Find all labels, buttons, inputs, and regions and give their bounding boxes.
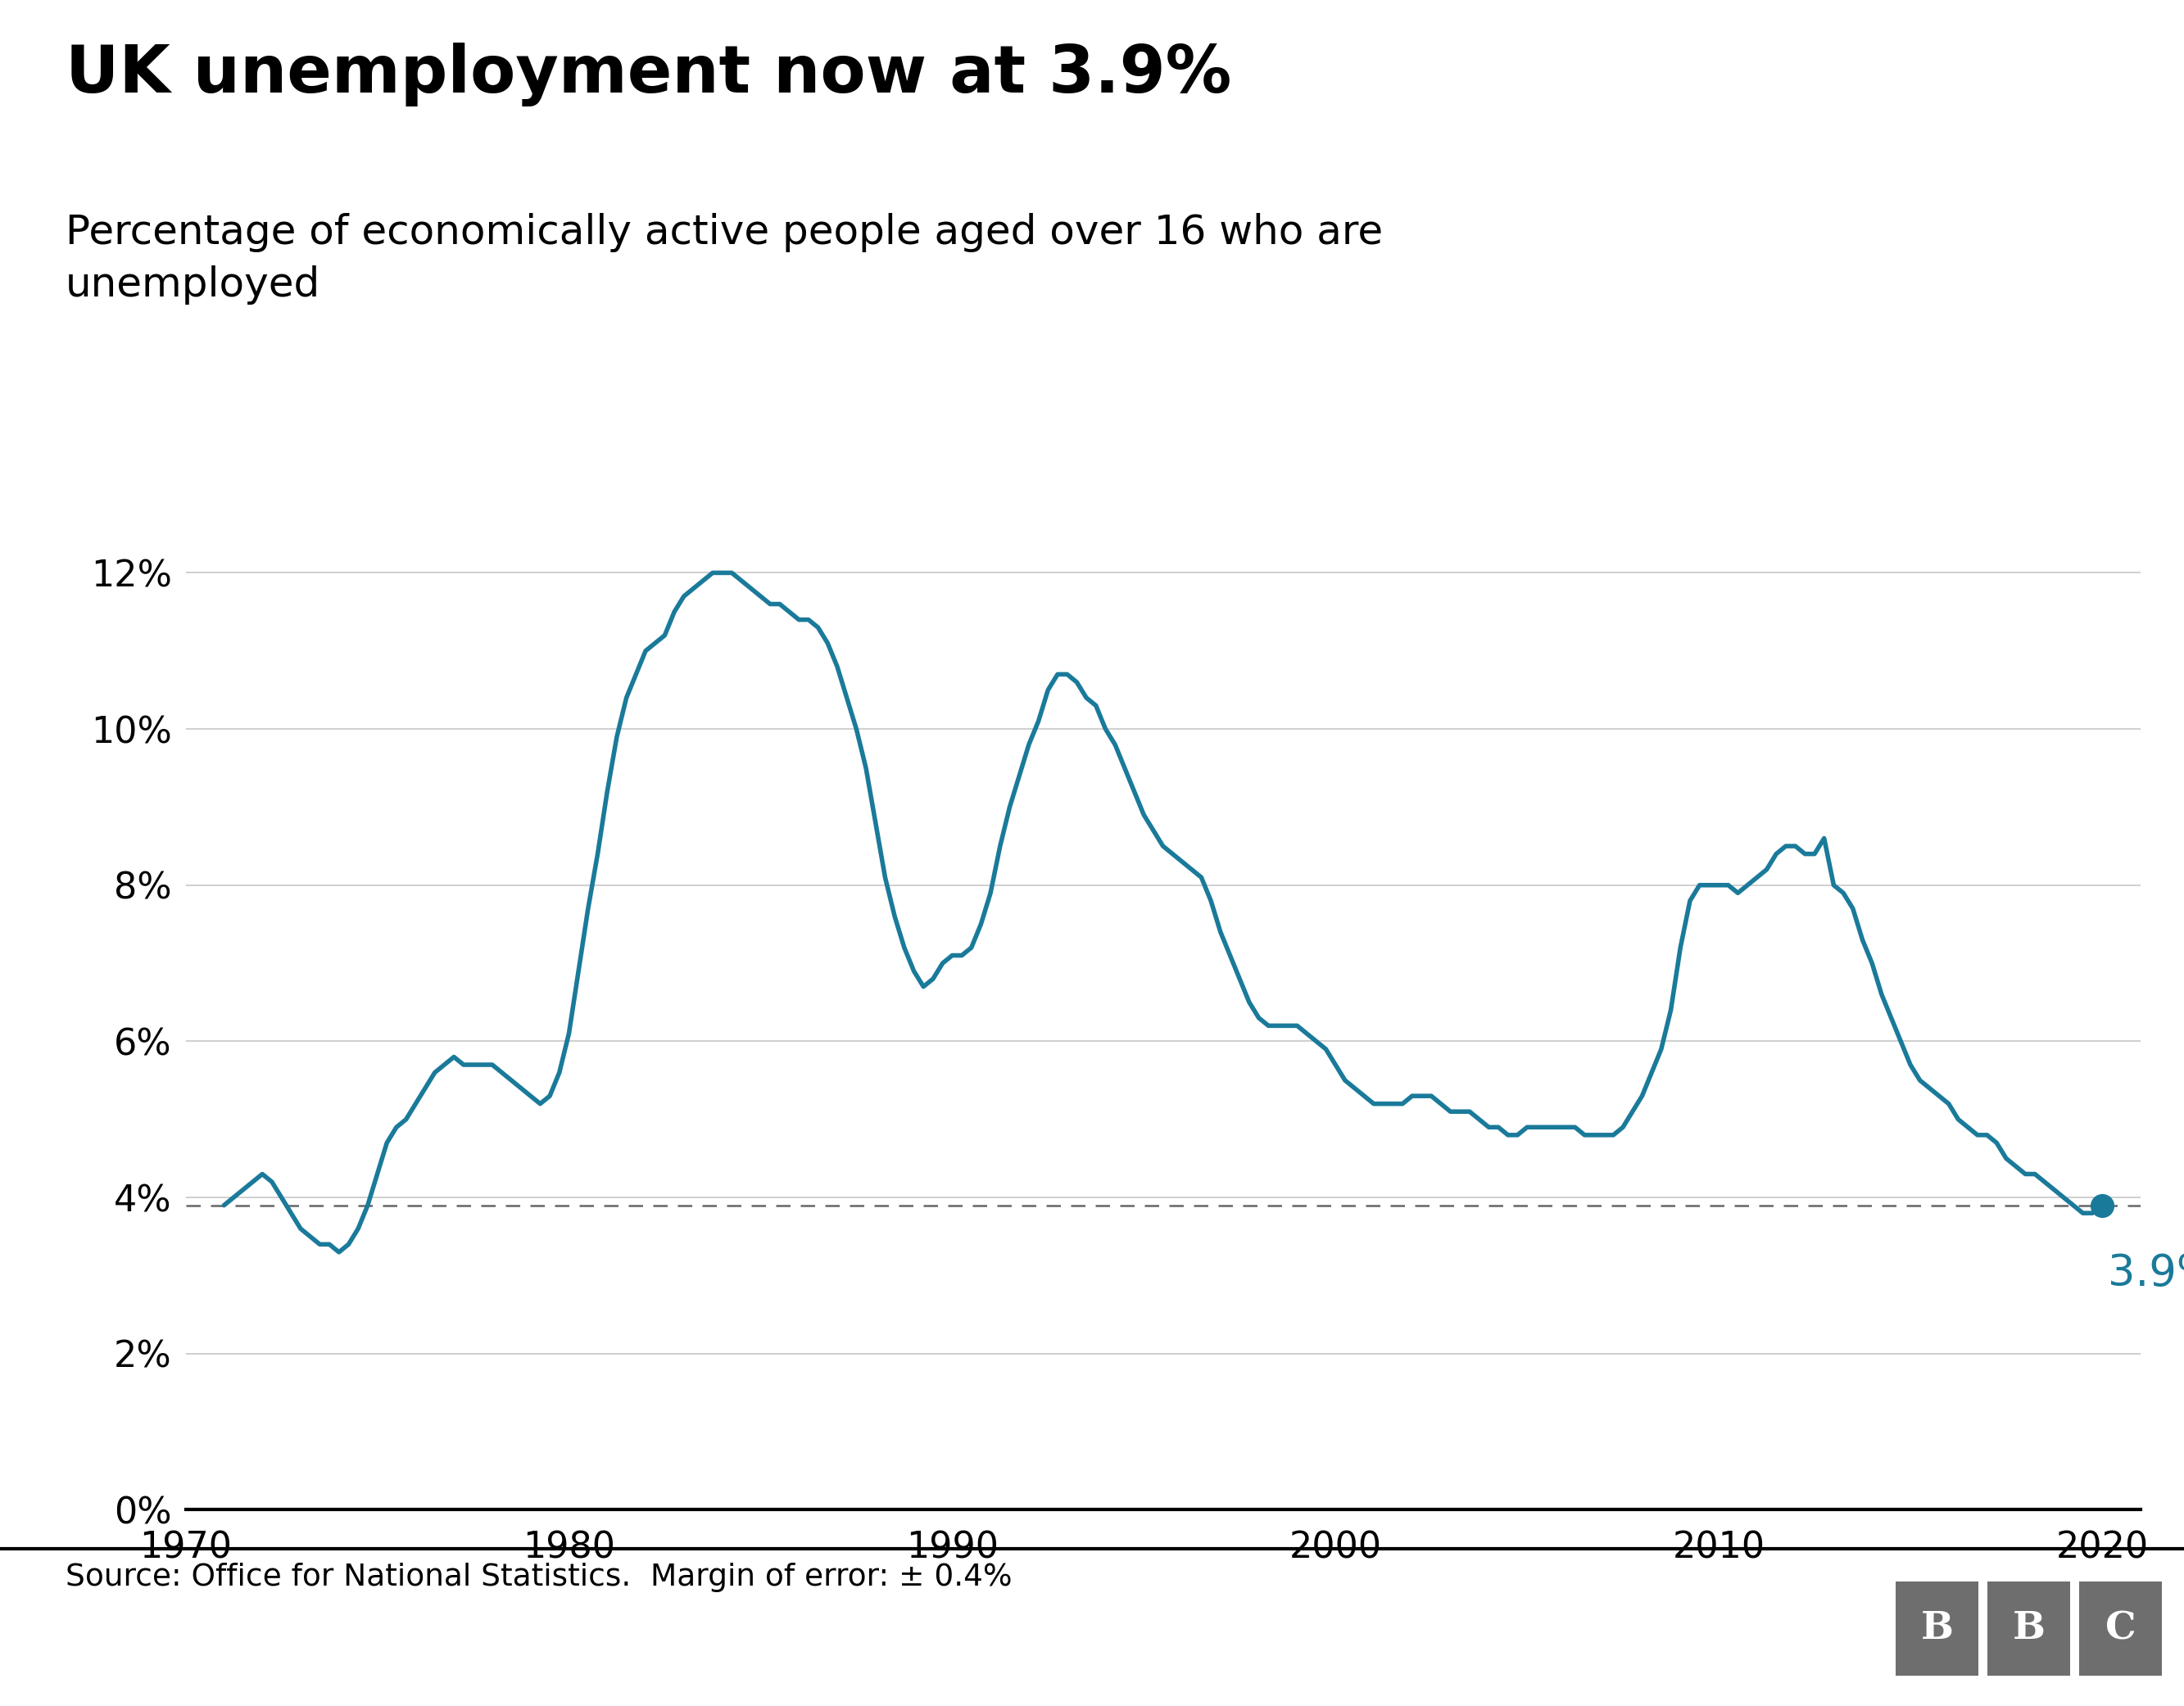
Text: C: C [2105,1609,2136,1648]
Text: 3.9%: 3.9% [2108,1252,2184,1295]
Text: UK unemployment now at 3.9%: UK unemployment now at 3.9% [66,43,1232,106]
Text: B: B [2011,1609,2046,1648]
Text: B: B [1920,1609,1955,1648]
Text: Percentage of economically active people aged over 16 who are
unemployed: Percentage of economically active people… [66,213,1382,304]
Text: Source: Office for National Statistics.  Margin of error: ± 0.4%: Source: Office for National Statistics. … [66,1563,1011,1592]
